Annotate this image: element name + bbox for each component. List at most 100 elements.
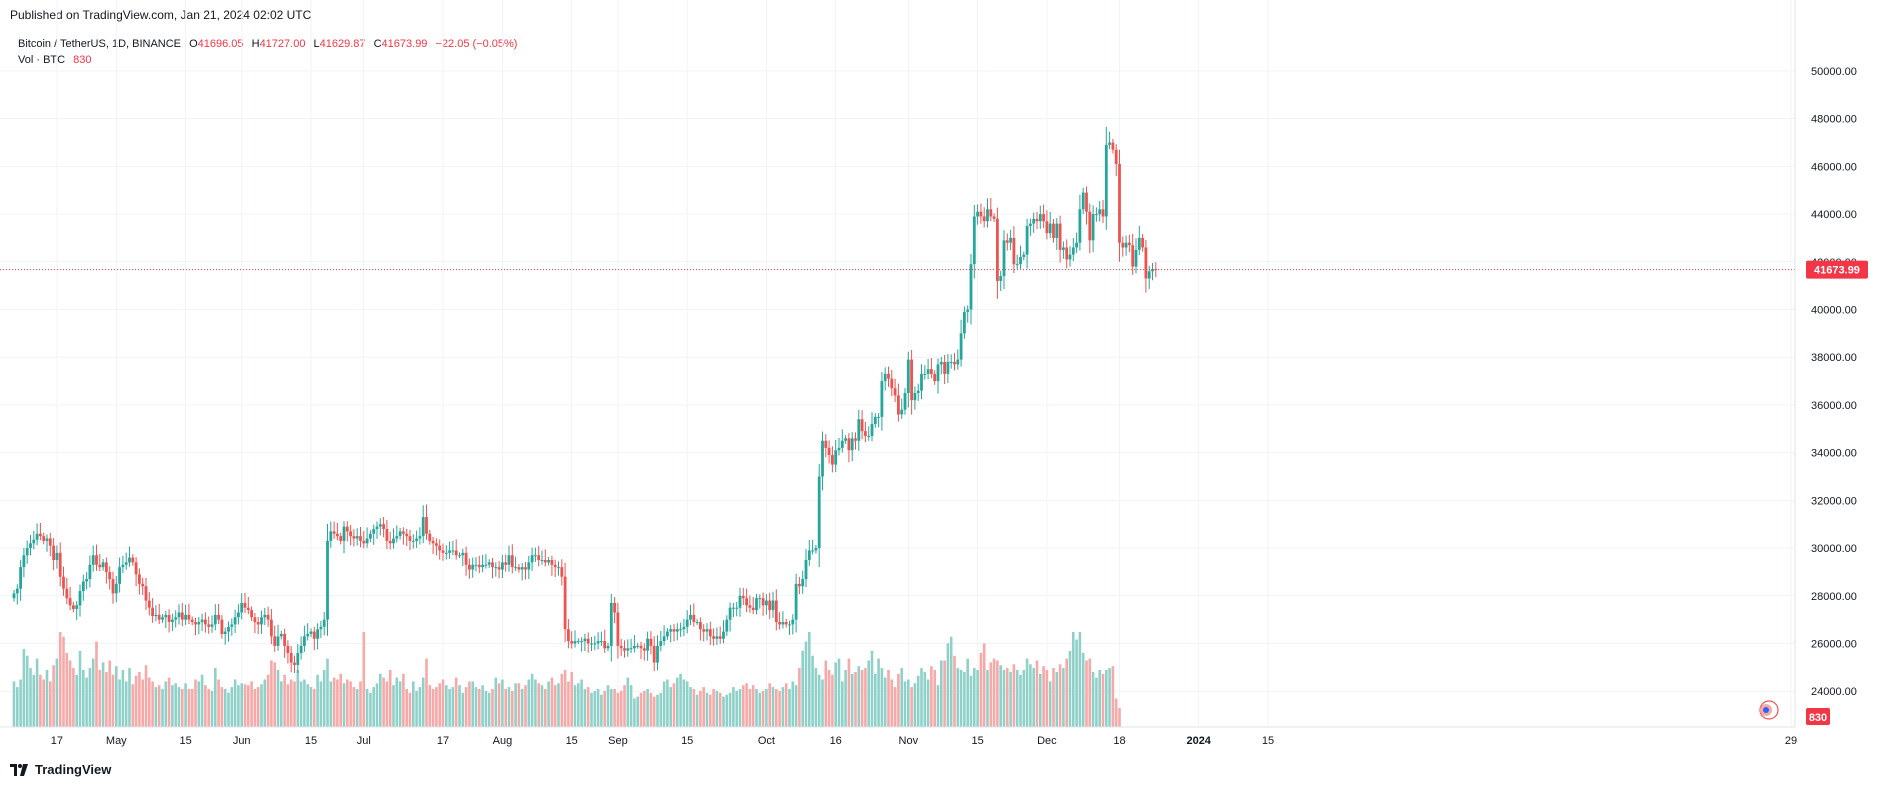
candle-body	[1091, 214, 1095, 241]
candle-body	[596, 641, 600, 644]
price-tick-label: 34000.00	[1811, 448, 1857, 460]
time-axis[interactable]: 17 May 15 Jun 15 Jul 17 Aug 15 Sep 15 Oct 16 Nov 15 Dec…	[51, 735, 1797, 747]
candle-body	[765, 600, 768, 606]
candle-body	[672, 629, 676, 632]
volume-label[interactable]: Vol · BTC	[18, 54, 66, 66]
candle-body	[583, 638, 587, 642]
volume-bar	[316, 674, 319, 727]
volume-bar	[445, 685, 448, 727]
volume-bar	[801, 651, 804, 727]
volume-bar	[933, 670, 936, 727]
volume-bar	[662, 681, 666, 727]
volume-bar	[758, 692, 762, 727]
high-key: H	[251, 38, 260, 50]
candle-body	[349, 531, 352, 537]
candle-body	[230, 624, 234, 627]
candle-body	[448, 550, 451, 553]
volume-bar	[339, 673, 342, 727]
candle-body	[1005, 240, 1009, 243]
candle-body	[910, 359, 913, 401]
candle-body	[831, 455, 834, 465]
candle-body	[893, 388, 897, 396]
events-flag-icon[interactable]	[1759, 700, 1779, 720]
volume-bar	[725, 694, 729, 727]
volume-bar	[322, 670, 326, 727]
candle-body	[590, 643, 593, 645]
symbol-label[interactable]: Bitcoin / TetherUS, 1D, BINANCE	[18, 38, 182, 50]
candle-body	[303, 636, 306, 646]
volume-bar	[217, 679, 220, 727]
candle-body	[35, 533, 39, 540]
volume-bar	[557, 683, 560, 727]
candle-body	[39, 533, 42, 537]
candle-body	[95, 555, 98, 565]
candle-body	[1052, 223, 1055, 238]
volume-bar	[850, 673, 854, 727]
candle-body	[501, 562, 504, 570]
candle-body	[1141, 237, 1144, 248]
candle-body	[883, 373, 887, 382]
volume-bar	[883, 677, 887, 727]
volume-bar	[1072, 632, 1075, 727]
volume-bar	[412, 681, 415, 727]
candle-body	[547, 560, 550, 563]
candle-body	[639, 645, 643, 649]
volume-bar	[194, 679, 197, 727]
candle-body	[768, 600, 772, 611]
candle-body	[692, 614, 696, 623]
time-tick-label: 18	[1113, 735, 1125, 747]
price-tick-label: 38000.00	[1811, 352, 1857, 364]
volume-bar	[788, 689, 791, 727]
candle-body	[527, 562, 531, 570]
volume-bar	[903, 681, 907, 727]
candle-body	[52, 545, 55, 561]
volume-bar	[263, 679, 267, 727]
candle-body	[200, 619, 204, 623]
volume-bar	[207, 689, 210, 727]
volume-bar	[692, 689, 696, 727]
candle-body	[600, 641, 603, 643]
price-axis[interactable]: 50000.0048000.0046000.0044000.0042000.00…	[1811, 66, 1857, 698]
volume-bar	[722, 696, 725, 727]
candle-body	[956, 359, 960, 365]
volume-bar	[1101, 673, 1105, 727]
candle-body	[537, 555, 541, 561]
volume-bar	[101, 662, 105, 727]
candle-body	[949, 361, 953, 363]
candle-body	[732, 607, 735, 609]
volume-bar	[1015, 670, 1019, 727]
volume-bar	[775, 689, 778, 727]
volume-tag: 830	[1806, 708, 1830, 725]
volume-bar	[633, 698, 636, 727]
candle-body	[903, 393, 907, 410]
volume-bar	[355, 689, 359, 727]
candle-body	[207, 624, 211, 627]
volume-bar	[659, 692, 663, 727]
volume-bar	[280, 681, 283, 727]
candle-body	[735, 607, 739, 609]
volume-bar	[1002, 670, 1006, 727]
candle-body	[708, 629, 712, 637]
volume-bar	[808, 632, 811, 727]
volume-bar	[1045, 670, 1049, 727]
candle-body	[223, 631, 227, 634]
volume-bar	[639, 692, 643, 727]
candle-body	[78, 591, 82, 606]
volume-bar	[817, 674, 821, 727]
candle-body	[992, 216, 996, 219]
tradingview-logo[interactable]: TradingView	[10, 762, 111, 777]
candle-body	[246, 607, 250, 611]
candle-body	[293, 662, 296, 665]
volume-bar	[916, 675, 920, 727]
volume-bar	[857, 666, 861, 727]
candle-body	[481, 564, 484, 568]
volume-bar	[1032, 668, 1035, 727]
volume-bar	[745, 683, 748, 727]
price-tick-label: 28000.00	[1811, 591, 1857, 603]
candle-body	[814, 548, 818, 551]
volume-bar	[1078, 632, 1082, 727]
volume-bar	[392, 685, 395, 727]
volume-bar	[474, 687, 478, 727]
time-tick-label: 2024	[1186, 735, 1211, 747]
